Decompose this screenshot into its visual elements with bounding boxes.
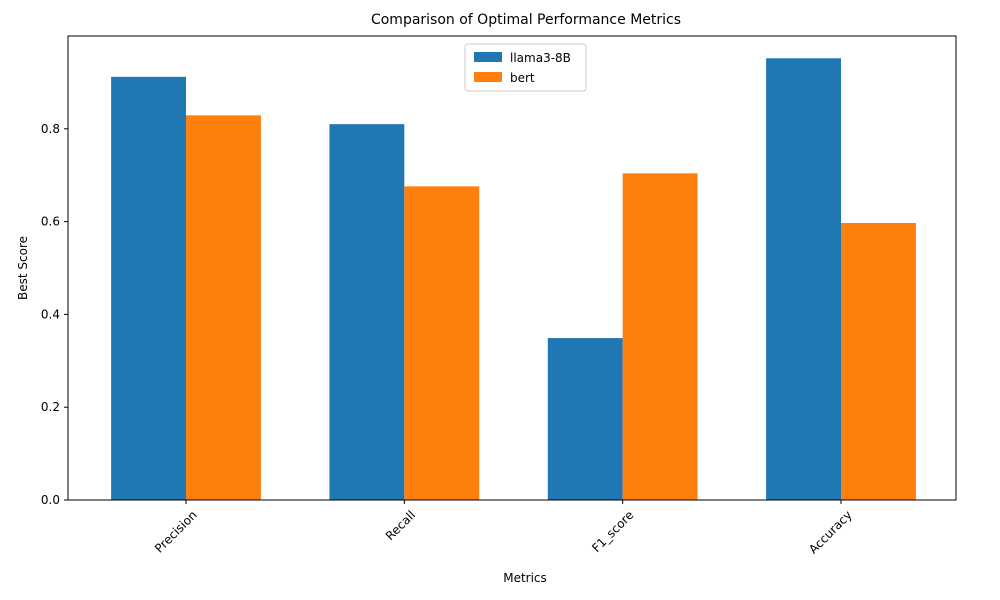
bar-bert-precision xyxy=(186,115,261,500)
bar-llama3-8b-recall xyxy=(329,124,405,500)
y-tick-label: 0.4 xyxy=(41,307,60,321)
bar-bert-accuracy xyxy=(841,222,916,501)
y-axis-label: Best Score xyxy=(16,236,30,300)
bar-llama3-8b-accuracy xyxy=(766,58,841,501)
bar-llama3-8b-f1_score xyxy=(547,338,623,500)
chart-title: Comparison of Optimal Performance Metric… xyxy=(371,12,681,28)
legend-label-bert: bert xyxy=(510,71,535,85)
y-tick-label: 0.0 xyxy=(41,493,60,507)
legend-label-llama3-8b: llama3-8B xyxy=(510,51,571,65)
bar-llama3-8b-precision xyxy=(111,76,186,500)
y-tick-label: 0.8 xyxy=(41,122,60,136)
x-tick-label-f1_score: F1_score xyxy=(589,508,636,555)
bars-layer xyxy=(111,58,916,501)
x-tick-label-precision: Precision xyxy=(152,508,200,556)
legend-swatch-llama3-8b xyxy=(474,52,502,62)
y-tick-label: 0.6 xyxy=(41,215,60,229)
bar-bert-recall xyxy=(404,186,480,500)
y-ticks: 0.0 0.2 0.4 0.6 0.8 xyxy=(41,122,68,507)
plot-frame xyxy=(67,35,957,501)
axes-layer xyxy=(67,35,957,501)
legend: llama3-8B bert xyxy=(464,43,587,92)
legend-swatch-bert xyxy=(474,72,502,82)
x-ticks: Precision Recall F1_score Accuracy xyxy=(152,500,855,557)
x-tick-label-accuracy: Accuracy xyxy=(806,508,855,557)
bar-bert-f1_score xyxy=(622,173,698,500)
y-tick-label: 0.2 xyxy=(41,400,60,414)
x-tick-label-recall: Recall xyxy=(383,508,418,543)
x-axis-label: Metrics xyxy=(503,571,547,585)
